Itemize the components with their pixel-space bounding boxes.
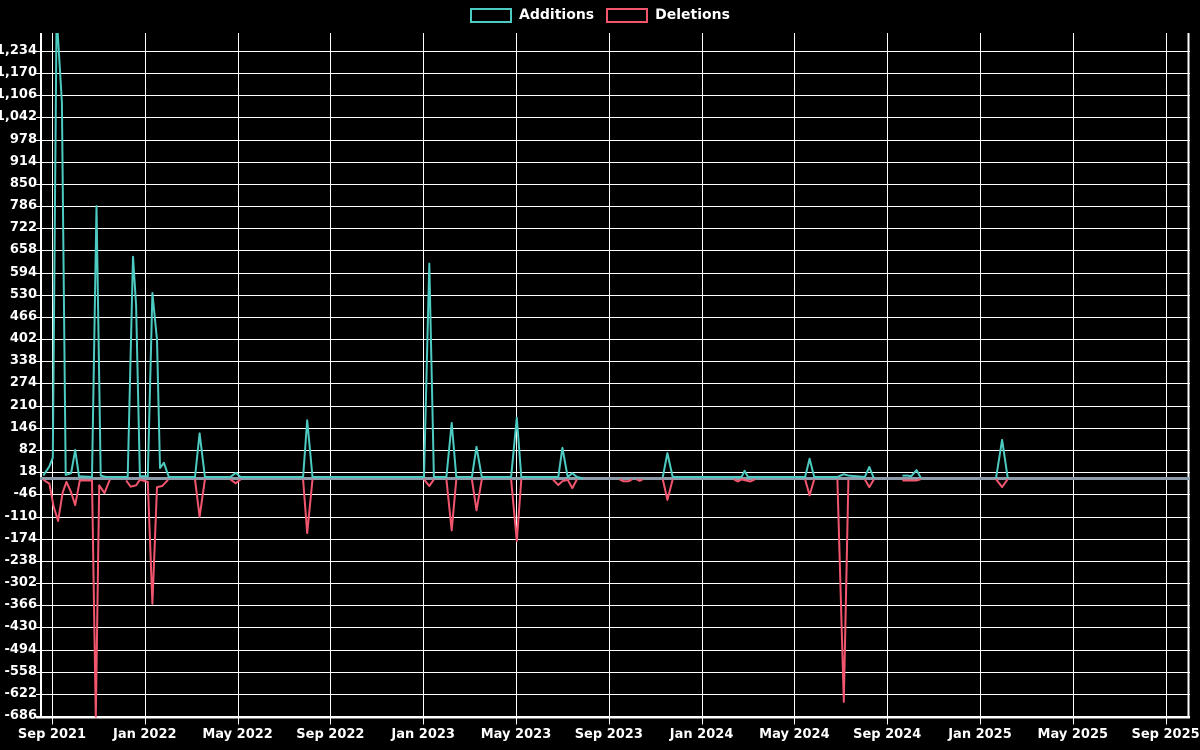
y-tick-label: 146 [9, 419, 37, 435]
x-tick-label: May 2022 [202, 727, 273, 742]
deletions-swatch-icon [606, 7, 649, 23]
deletions-line [42, 478, 111, 718]
x-tick-label: May 2023 [480, 727, 552, 742]
deletions-line [995, 478, 1009, 489]
x-tick-label: Sep 2024 [853, 727, 922, 742]
x-tick-label: Jan 2022 [113, 727, 177, 742]
additions-swatch-icon [470, 7, 513, 23]
y-tick-label: -238 [4, 552, 37, 568]
deletions-line [733, 478, 756, 483]
y-tick-label: -430 [4, 619, 37, 635]
additions-line [42, 33, 584, 480]
deletions-line [863, 478, 875, 489]
y-tick-label: 658 [9, 242, 37, 258]
legend-item-additions[interactable]: Additions [470, 7, 594, 23]
y-tick-label: 402 [9, 331, 37, 347]
deletions-line [902, 478, 922, 482]
x-tick-label: May 2025 [1037, 727, 1109, 742]
y-tick-label: 18 [18, 464, 37, 480]
x-tick-label: Sep 2025 [1131, 727, 1200, 742]
y-tick-label: -366 [4, 597, 37, 613]
y-tick-label: -686 [4, 708, 37, 724]
y-tick-label: -174 [4, 530, 37, 546]
y-tick-label: 786 [9, 198, 37, 214]
deletions-line [445, 479, 458, 532]
deletions-line [552, 478, 578, 490]
deletions-line [510, 479, 523, 543]
deletions-line [229, 478, 242, 485]
legend-item-deletions[interactable]: Deletions [606, 7, 730, 23]
y-tick-label: 1,042 [0, 109, 37, 125]
x-tick-label: Jan 2024 [669, 727, 734, 742]
x-tick-label: Sep 2023 [574, 727, 643, 742]
deletions-line [636, 478, 644, 482]
y-tick-label: -110 [4, 508, 37, 524]
deletions-line [836, 479, 850, 703]
y-tick-label: 1,170 [0, 65, 37, 81]
x-tick-label: May 2024 [759, 727, 830, 742]
y-tick-label: 850 [9, 175, 37, 191]
y-tick-label: 82 [18, 441, 37, 457]
y-tick-label: 722 [9, 220, 37, 236]
deletions-line [302, 479, 314, 535]
deletions-line [194, 479, 206, 518]
y-tick-label: 274 [9, 375, 37, 391]
y-tick-label: 594 [9, 264, 37, 280]
y-tick-label: 1,106 [0, 87, 37, 103]
deletions-line [661, 479, 674, 501]
y-tick-label: 530 [9, 286, 37, 302]
y-tick-label: 1,234 [0, 42, 37, 58]
deletions-line [804, 479, 816, 497]
additions-line [902, 469, 922, 479]
x-tick-label: Sep 2021 [17, 727, 87, 742]
y-tick-label: -622 [4, 685, 37, 701]
x-tick-label: Jan 2025 [948, 727, 1012, 742]
deletions-line [619, 478, 633, 483]
legend-label-deletions: Deletions [655, 7, 730, 23]
x-tick-label: Jan 2023 [391, 727, 455, 742]
deletions-line [125, 478, 169, 605]
additions-line [661, 452, 875, 479]
y-tick-label: 978 [9, 131, 37, 147]
y-tick-label: -494 [4, 641, 37, 657]
y-tick-label: 338 [9, 353, 37, 369]
y-tick-label: -302 [4, 575, 37, 591]
additions-line [995, 438, 1009, 479]
y-tick-label: 914 [9, 153, 37, 169]
y-tick-label: 466 [9, 308, 37, 324]
y-tick-label: 210 [9, 397, 37, 413]
y-tick-label: -558 [4, 663, 37, 679]
legend-label-additions: Additions [519, 7, 595, 23]
y-tick-label: -46 [13, 486, 38, 502]
x-tick-label: Sep 2022 [296, 727, 365, 742]
deletions-line [470, 479, 483, 512]
deletions-line [423, 478, 435, 487]
chart-legend: Additions Deletions [0, 7, 1200, 23]
